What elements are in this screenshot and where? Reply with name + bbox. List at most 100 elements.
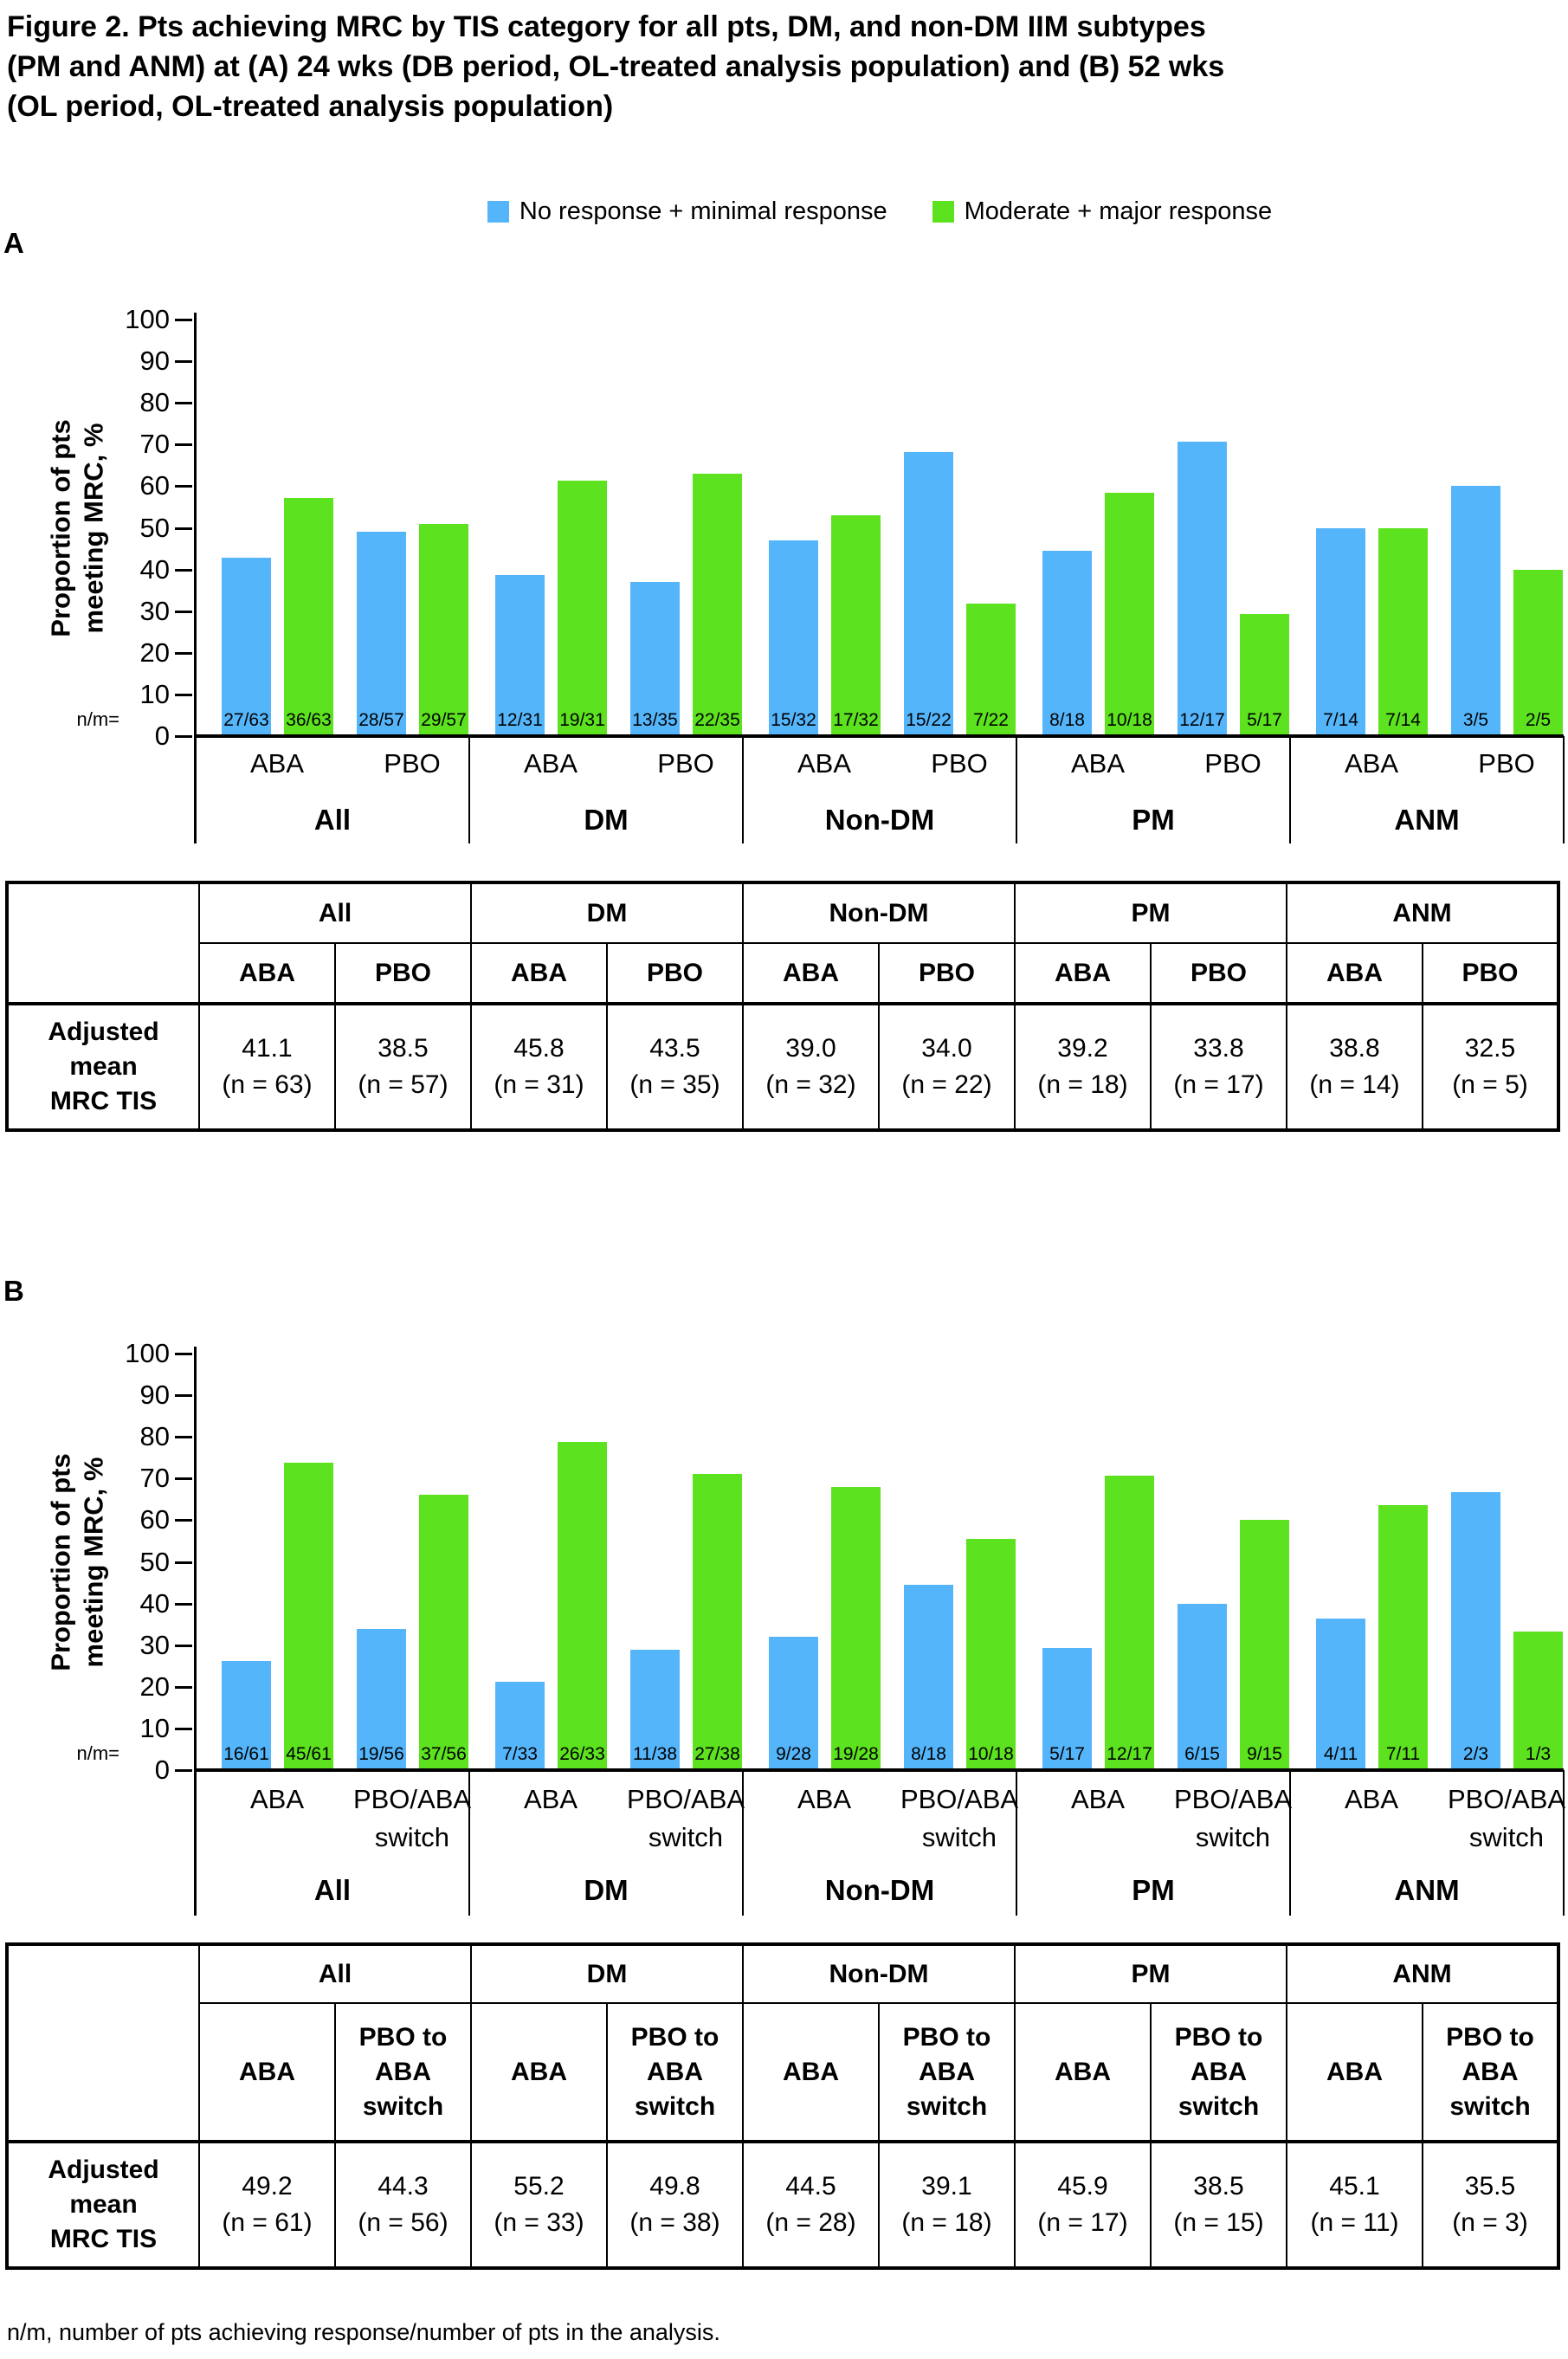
table-value-cell: 41.1 (n = 63) — [198, 1002, 336, 1131]
arm-label: PBO/ABA — [1447, 1784, 1566, 1814]
footnote: n/m, number of pts achieving response/nu… — [7, 2319, 720, 2345]
y-tick-mark — [175, 1394, 192, 1398]
bar-no-minimal — [1178, 1604, 1227, 1770]
group-separator — [1016, 736, 1017, 843]
arm-label: PBO/ABA — [352, 1784, 472, 1814]
bar-nm-label: 6/15 — [1184, 1744, 1220, 1764]
bar-nm-label: 27/63 — [223, 710, 269, 730]
y-tick-label: 40 — [139, 1587, 170, 1619]
bar-nm-label: 11/38 — [633, 1744, 677, 1764]
bar-moderate-major — [693, 1474, 742, 1770]
table-row-header: Adjusted mean MRC TIS — [6, 1002, 200, 1131]
bar-nm-label: 10/18 — [1107, 710, 1152, 730]
arm-label-line2: switch — [374, 1822, 450, 1852]
y-axis-line — [194, 313, 197, 736]
table-group-header: All — [198, 1943, 472, 2004]
table-arm-header: ABA — [742, 942, 880, 1005]
y-tick-mark — [175, 735, 192, 738]
bar-no-minimal — [495, 575, 545, 736]
table-value-cell: 44.3 (n = 56) — [334, 2140, 472, 2269]
table-value-cell: 38.8 (n = 14) — [1286, 1002, 1423, 1131]
green-swatch-icon — [932, 201, 954, 223]
table-value-cell: 39.2 (n = 18) — [1014, 1002, 1152, 1131]
blue-swatch-icon — [487, 201, 509, 223]
table-value-cell: 39.0 (n = 32) — [742, 1002, 880, 1131]
legend-label: No response + minimal response — [519, 197, 887, 225]
bar-moderate-major — [966, 604, 1016, 736]
table-corner-cell — [6, 1943, 200, 2142]
arm-label: ABA — [1344, 748, 1399, 779]
y-tick-label: 30 — [139, 595, 170, 626]
arm-label: PBO — [657, 748, 714, 779]
bar-no-minimal — [222, 1661, 271, 1770]
y-tick-mark — [175, 527, 192, 530]
group-separator — [468, 736, 470, 843]
bar-nm-label: 26/33 — [559, 1744, 605, 1764]
bar-nm-label: 45/61 — [286, 1744, 332, 1764]
table-value-cell: 38.5 (n = 57) — [334, 1002, 472, 1131]
group-label: All — [313, 804, 352, 836]
y-tick-mark — [175, 693, 192, 696]
y-tick-label: 10 — [139, 1712, 170, 1743]
bar-moderate-major — [831, 515, 881, 736]
bar-nm-label: 12/17 — [1179, 710, 1225, 730]
bar-no-minimal — [904, 1585, 953, 1770]
table-value-cell: 45.8 (n = 31) — [470, 1002, 608, 1131]
arm-label: PBO/ABA — [1173, 1784, 1293, 1814]
group-label: All — [313, 1874, 352, 1906]
bar-nm-label: 9/15 — [1247, 1744, 1282, 1764]
y-axis-line — [194, 1347, 197, 1770]
group-label: ANM — [1394, 804, 1460, 836]
bar-nm-label: 4/11 — [1323, 1744, 1358, 1764]
group-separator — [1563, 1770, 1565, 1916]
y-tick-mark — [175, 1769, 192, 1772]
arm-label-line2: switch — [921, 1822, 997, 1852]
bar-no-minimal — [769, 1637, 818, 1770]
bar-nm-label: 19/28 — [833, 1744, 879, 1764]
y-tick-mark — [175, 485, 192, 488]
table-arm-header: ABA — [198, 942, 336, 1005]
bar-no-minimal — [357, 1629, 406, 1770]
arm-label-line2: switch — [1468, 1822, 1545, 1852]
table-value-cell: 39.1 (n = 18) — [878, 2140, 1016, 2269]
table-group-header: Non-DM — [742, 882, 1016, 944]
legend-item-moderate-major: Moderate + major response — [932, 197, 1272, 226]
arm-label: ABA — [523, 1784, 578, 1814]
bar-moderate-major — [558, 481, 607, 736]
bar-nm-label: 7/22 — [973, 710, 1009, 730]
table-a: All DM Non-DM PM ANM ABA PBO ABA PBO ABA PBO ABA PBO… — [5, 881, 1560, 1132]
arm-label: ABA — [523, 748, 578, 779]
bar-no-minimal — [1451, 486, 1500, 736]
table-group-header: DM — [470, 882, 744, 944]
bar-nm-label: 22/35 — [694, 710, 740, 730]
group-separator — [1563, 736, 1565, 843]
arm-label: PBO — [1478, 748, 1535, 779]
bar-moderate-major — [1105, 493, 1154, 736]
y-tick-label: 50 — [139, 1546, 170, 1577]
arm-label: ABA — [797, 1784, 852, 1814]
bar-no-minimal — [1178, 442, 1227, 736]
table-value-cell: 49.8 (n = 38) — [606, 2140, 744, 2269]
table-arm-header: ABA — [742, 2002, 880, 2142]
y-tick-mark — [175, 1561, 192, 1564]
y-tick-mark — [175, 1602, 192, 1606]
bar-nm-label: 15/22 — [906, 710, 952, 730]
table-group-header: ANM — [1286, 1943, 1559, 2004]
table-arm-header: ABA — [470, 2002, 608, 2142]
group-separator — [194, 736, 197, 843]
x-axis-baseline — [194, 734, 1564, 738]
table-value-cell: 45.1 (n = 11) — [1286, 2140, 1423, 2269]
y-tick-mark — [175, 1727, 192, 1730]
bar-nm-label: 2/5 — [1525, 710, 1552, 730]
bar-nm-label: 17/32 — [833, 710, 879, 730]
table-value-cell: 43.5 (n = 35) — [606, 1002, 744, 1131]
table-value-cell: 33.8 (n = 17) — [1150, 1002, 1287, 1131]
bar-nm-label: 8/18 — [1049, 710, 1085, 730]
legend-label: Moderate + major response — [964, 197, 1273, 225]
bar-moderate-major — [284, 1463, 333, 1770]
bar-nm-label: 12/31 — [497, 710, 543, 730]
panel-b-label: B — [3, 1275, 24, 1307]
arm-label: ABA — [1344, 1784, 1399, 1814]
arm-label-line2: switch — [648, 1822, 724, 1852]
arm-label: ABA — [249, 1784, 305, 1814]
